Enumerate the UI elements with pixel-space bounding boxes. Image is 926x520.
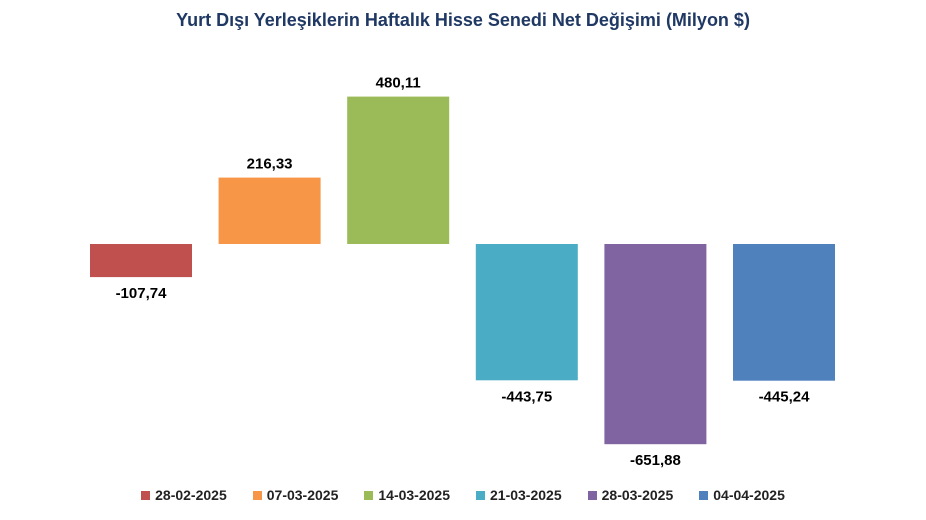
legend-swatch [252, 490, 262, 500]
legend-item-07-03-2025: 07-03-2025 [252, 487, 339, 503]
bar-04-04-2025 [733, 244, 835, 381]
legend-item-04-04-2025: 04-04-2025 [699, 487, 785, 503]
bars-group [90, 96, 835, 445]
legend-label: 28-03-2025 [601, 487, 674, 503]
bar-07-03-2025 [218, 177, 321, 244]
chart-plot-area: -107,74 216,33 480,11 -443,75 -651,88 -445,24 [90, 75, 835, 470]
data-labels-group: -107,74 216,33 480,11 -443,75 -651,88 -445,24 [116, 75, 811, 470]
data-label-07-03-2025: 216,33 [247, 156, 293, 173]
legend-label: 04-04-2025 [713, 487, 785, 503]
legend-item-28-02-2025: 28-02-2025 [141, 487, 227, 503]
legend-label: 28-02-2025 [155, 487, 227, 503]
legend-label: 07-03-2025 [266, 487, 339, 503]
legend-swatch [364, 490, 374, 500]
legend-item-28-03-2025: 28-03-2025 [587, 487, 674, 503]
data-label-04-04-2025: -445,24 [759, 389, 811, 406]
data-label-21-03-2025: -443,75 [501, 388, 552, 405]
legend-swatch [587, 490, 597, 500]
legend-label: 21-03-2025 [490, 487, 562, 503]
legend-swatch [699, 490, 709, 500]
legend-label: 14-03-2025 [378, 487, 450, 503]
data-label-28-03-2025: -651,88 [630, 452, 681, 469]
bar-21-03-2025 [475, 244, 578, 381]
bar-14-03-2025 [347, 96, 450, 244]
legend-item-14-03-2025: 14-03-2025 [364, 487, 450, 503]
legend-item-21-03-2025: 21-03-2025 [476, 487, 562, 503]
data-label-28-02-2025: -107,74 [116, 285, 168, 302]
bar-28-02-2025 [90, 244, 192, 278]
data-label-14-03-2025: 480,11 [376, 75, 421, 92]
bar-28-03-2025 [604, 244, 707, 445]
legend: 28-02-2025 07-03-2025 14-03-2025 21-03-2025… [0, 487, 926, 503]
legend-swatch [141, 490, 151, 500]
legend-swatch [476, 490, 485, 500]
chart-title: Yurt Dışı Yerleşiklerin Haftalık Hisse S… [176, 10, 750, 30]
